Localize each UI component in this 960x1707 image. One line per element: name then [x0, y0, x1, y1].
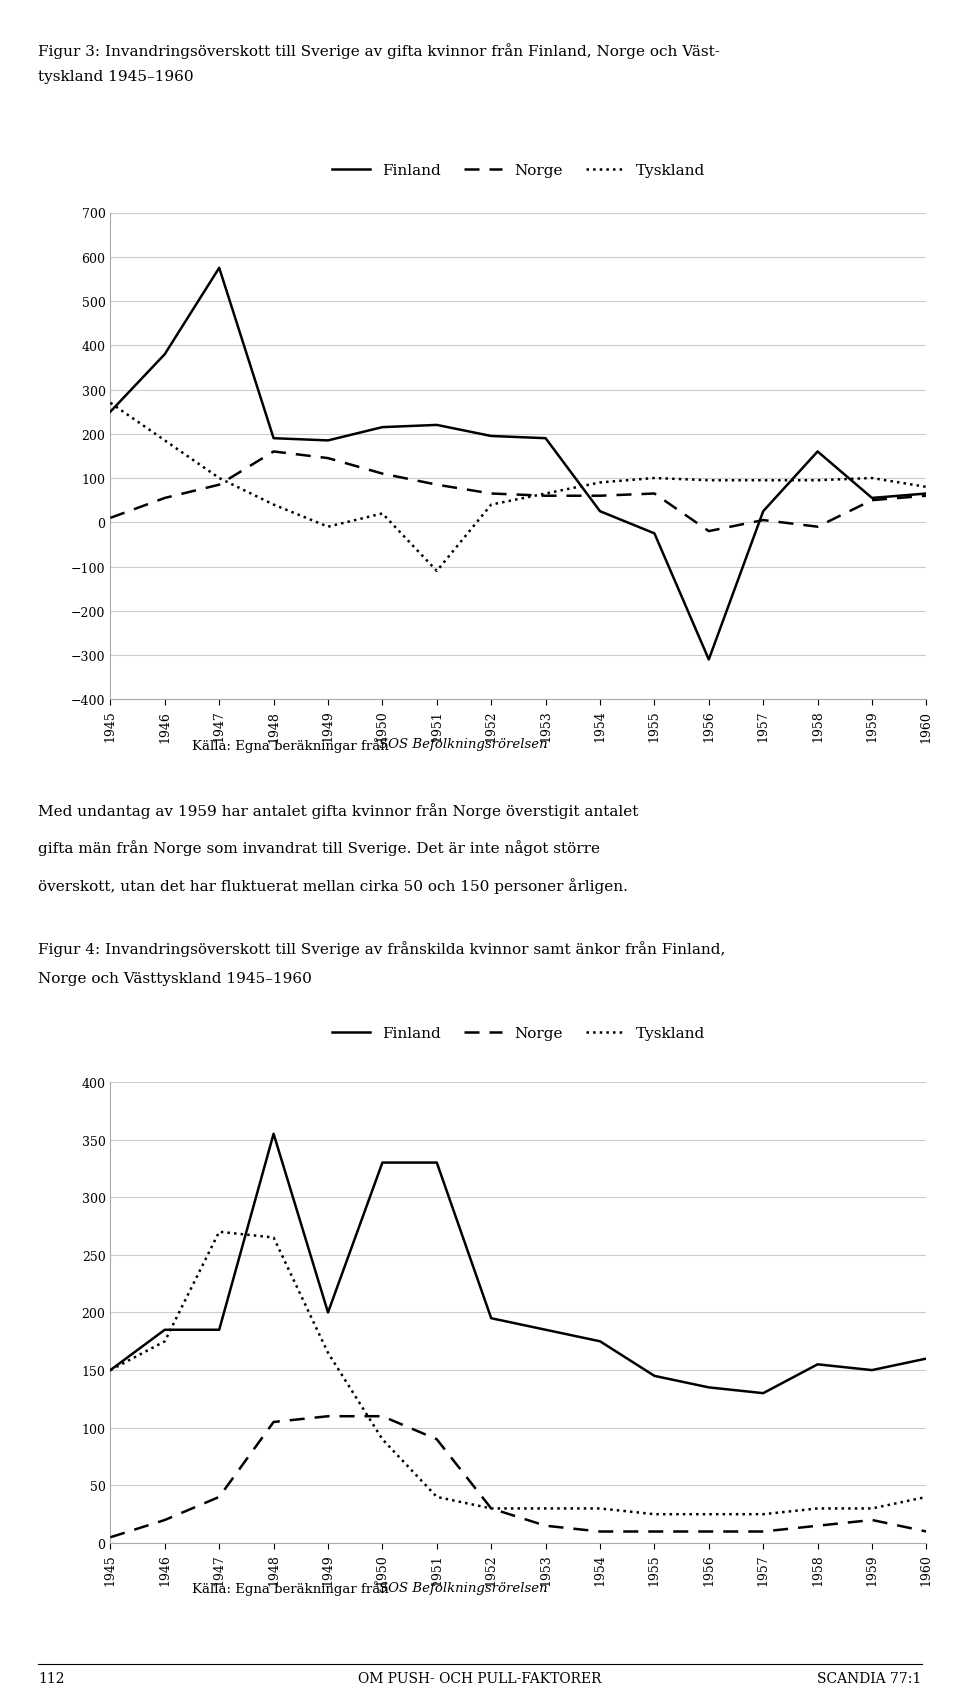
Text: SOS Befolkningsrörelsen: SOS Befolkningsrörelsen: [379, 1581, 548, 1594]
Text: Figur 4: Invandringsöverskott till Sverige av frånskilda kvinnor samt änkor från: Figur 4: Invandringsöverskott till Sveri…: [38, 941, 726, 956]
Legend: Finland, Norge, Tyskland: Finland, Norge, Tyskland: [325, 157, 711, 184]
Text: .: .: [542, 1581, 546, 1594]
Text: 112: 112: [38, 1671, 65, 1685]
Text: .: .: [542, 737, 546, 751]
Text: Figur 3: Invandringsöverskott till Sverige av gifta kvinnor från Finland, Norge : Figur 3: Invandringsöverskott till Sveri…: [38, 43, 720, 58]
Legend: Finland, Norge, Tyskland: Finland, Norge, Tyskland: [325, 1021, 711, 1046]
Text: Källa: Egna beräkningar från: Källa: Egna beräkningar från: [192, 1581, 393, 1596]
Text: överskott, utan det har fluktuerat mellan cirka 50 och 150 personer årligen.: överskott, utan det har fluktuerat mella…: [38, 877, 628, 893]
Text: Norge och Västtyskland 1945–1960: Norge och Västtyskland 1945–1960: [38, 971, 312, 985]
Text: SCANDIA 77:1: SCANDIA 77:1: [817, 1671, 922, 1685]
Text: Källa: Egna beräkningar från: Källa: Egna beräkningar från: [192, 737, 393, 753]
Text: gifta män från Norge som invandrat till Sverige. Det är inte något större: gifta män från Norge som invandrat till …: [38, 840, 600, 855]
Text: SOS Befolkningsrörelsen: SOS Befolkningsrörelsen: [379, 737, 548, 751]
Text: Med undantag av 1959 har antalet gifta kvinnor från Norge överstigit antalet: Med undantag av 1959 har antalet gifta k…: [38, 802, 638, 818]
Text: tyskland 1945–1960: tyskland 1945–1960: [38, 70, 194, 84]
Text: OM PUSH- OCH PULL-FAKTORER: OM PUSH- OCH PULL-FAKTORER: [358, 1671, 602, 1685]
